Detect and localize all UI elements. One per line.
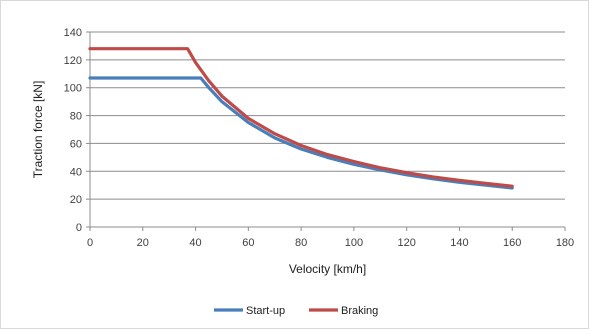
y-tick-label: 40 [70, 166, 82, 178]
gridlines [90, 31, 565, 200]
series-lines [88, 47, 514, 190]
y-tick-label: 80 [70, 111, 82, 123]
x-tick-label: 180 [556, 237, 574, 249]
x-tick-label: 60 [242, 237, 254, 249]
series-line-start-up [88, 76, 514, 190]
x-axis-title: Velocity [km/h] [289, 262, 366, 276]
axes [86, 31, 566, 231]
y-tick-label: 120 [64, 55, 82, 67]
x-tick-label: 40 [189, 237, 201, 249]
y-tick-label: 0 [76, 222, 82, 234]
y-tick-label: 100 [64, 83, 82, 95]
legend: Start-up Braking [214, 305, 378, 317]
x-tick-label: 140 [450, 237, 468, 249]
y-axis-title: Traction force [kN] [31, 81, 45, 179]
tick-labels: 0 20 40 60 80 100 120 140 0 20 40 60 80 100 120 140 160 1… [64, 27, 575, 249]
y-tick-label: 140 [64, 27, 82, 39]
legend-label-braking: Braking [341, 305, 378, 317]
legend-label-start-up: Start-up [246, 305, 285, 317]
x-tick-label: 100 [345, 237, 363, 249]
x-tick-label: 160 [503, 237, 521, 249]
x-tick-label: 0 [87, 237, 93, 249]
y-tick-label: 20 [70, 194, 82, 206]
x-tick-label: 20 [137, 237, 149, 249]
series-line-braking [88, 47, 514, 188]
x-tick-label: 120 [397, 237, 415, 249]
x-tick-label: 80 [295, 237, 307, 249]
y-tick-label: 60 [70, 138, 82, 150]
